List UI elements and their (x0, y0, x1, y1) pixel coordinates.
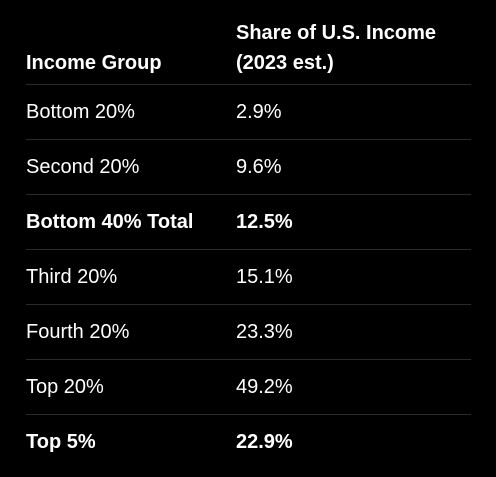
table-row-top-5: Top 5% 22.9% (26, 415, 471, 469)
table-row: Second 20% 9.6% (26, 140, 471, 195)
income-group-cell: Second 20% (26, 155, 140, 178)
table-row: Bottom 20% 2.9% (26, 85, 471, 140)
income-share-cell: 2.9% (236, 100, 282, 123)
income-share-cell: 49.2% (236, 375, 293, 398)
income-group-cell: Top 20% (26, 375, 104, 398)
income-share-table: Income Group Share of U.S. Income (2023 … (26, 10, 471, 469)
table-row: Fourth 20% 23.3% (26, 305, 471, 360)
table-row: Top 20% 49.2% (26, 360, 471, 415)
income-group-cell: Top 5% (26, 430, 96, 453)
income-group-cell: Bottom 20% (26, 100, 135, 123)
income-share-cell: 12.5% (236, 210, 293, 233)
table-header-row: Income Group Share of U.S. Income (2023 … (26, 10, 471, 85)
income-group-cell: Fourth 20% (26, 320, 130, 343)
income-share-cell: 15.1% (236, 265, 293, 288)
income-group-cell: Bottom 40% Total (26, 210, 194, 233)
header-income-group: Income Group (26, 52, 162, 74)
income-group-cell: Third 20% (26, 265, 118, 288)
header-share-line1: Share of U.S. Income (236, 22, 437, 44)
table-row-total: Bottom 40% Total 12.5% (26, 195, 471, 250)
income-share-cell: 22.9% (236, 430, 293, 453)
income-share-cell: 23.3% (236, 320, 293, 343)
header-share-line2: (2023 est.) (236, 52, 334, 74)
table-row: Third 20% 15.1% (26, 250, 471, 305)
income-share-cell: 9.6% (236, 155, 282, 178)
header-share-of-income: Share of U.S. Income (2023 est.) (236, 18, 471, 84)
